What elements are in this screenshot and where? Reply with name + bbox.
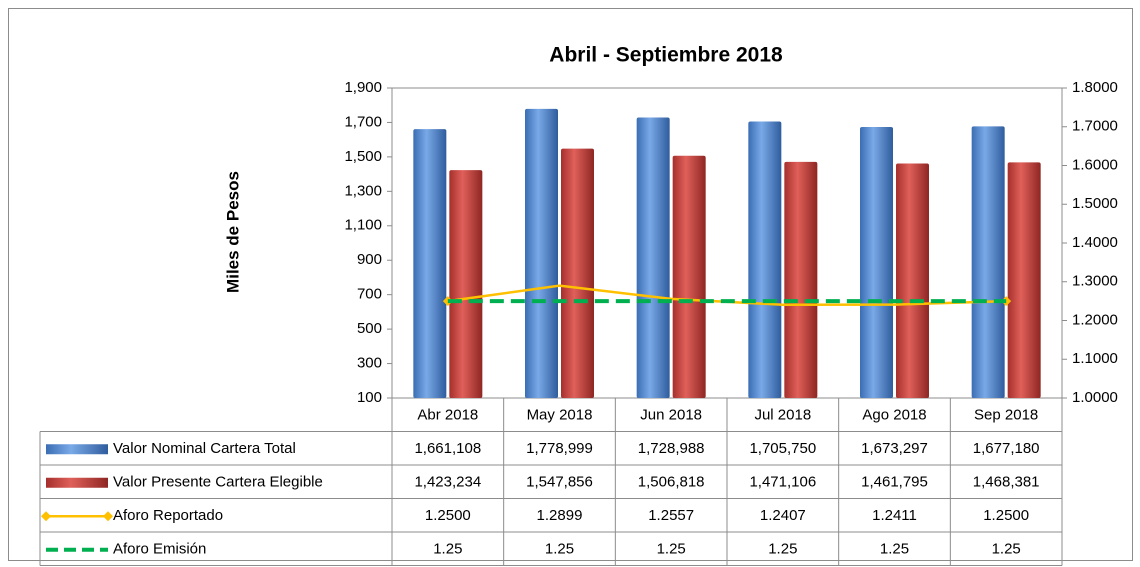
bar bbox=[748, 121, 782, 399]
y2-tick-label: 1.6000 bbox=[1072, 156, 1118, 173]
bar bbox=[1007, 162, 1041, 398]
table-cell: 1,423,234 bbox=[414, 474, 481, 491]
y2-tick-label: 1.1000 bbox=[1072, 350, 1118, 367]
y-tick-label: 1,900 bbox=[344, 79, 382, 96]
bar bbox=[561, 148, 594, 398]
y2-tick-label: 1.5000 bbox=[1072, 195, 1118, 212]
table-cell: 1.25 bbox=[768, 541, 797, 558]
y-axis-label: Miles de Pesos bbox=[223, 171, 242, 293]
bar bbox=[636, 117, 670, 399]
bar bbox=[860, 127, 893, 398]
y-tick-label: 500 bbox=[357, 320, 382, 337]
bar bbox=[896, 163, 929, 398]
table-cell: 1,547,856 bbox=[526, 474, 593, 491]
bar bbox=[525, 108, 558, 399]
table-cell: 1.25 bbox=[433, 541, 462, 558]
y-tick-label: 700 bbox=[357, 286, 382, 303]
legend-swatch bbox=[46, 444, 108, 455]
bar bbox=[413, 129, 447, 398]
y-tick-label: 1,300 bbox=[344, 182, 382, 199]
table-cell: 1.25 bbox=[657, 541, 686, 558]
x-tick-label: Jun 2018 bbox=[640, 407, 702, 424]
y-tick-label: 1,100 bbox=[344, 217, 382, 234]
legend-label: Aforo Emisión bbox=[113, 541, 206, 558]
legend-label: Valor Nominal Cartera Total bbox=[113, 440, 296, 457]
table-cell: 1.2407 bbox=[760, 507, 806, 524]
legend-marker bbox=[41, 511, 51, 522]
table-cell: 1.2557 bbox=[648, 507, 694, 524]
chart-title: Abril - Septiembre 2018 bbox=[549, 44, 783, 67]
table-cell: 1.25 bbox=[545, 541, 574, 558]
table-cell: 1,728,988 bbox=[638, 440, 705, 457]
table-cell: 1.2411 bbox=[872, 507, 917, 524]
table-cell: 1.2500 bbox=[425, 507, 471, 524]
table-cell: 1.25 bbox=[880, 541, 909, 558]
x-tick-label: Abr 2018 bbox=[417, 407, 478, 424]
table-cell: 1,468,381 bbox=[973, 474, 1040, 491]
x-tick-label: May 2018 bbox=[527, 407, 593, 424]
y2-tick-label: 1.3000 bbox=[1072, 273, 1118, 290]
legend-swatch bbox=[46, 477, 108, 488]
table-cell: 1,661,108 bbox=[414, 440, 481, 457]
x-tick-label: Jul 2018 bbox=[754, 407, 811, 424]
x-tick-label: Ago 2018 bbox=[862, 407, 926, 424]
y2-tick-label: 1.0000 bbox=[1072, 389, 1118, 406]
table-cell: 1,705,750 bbox=[749, 440, 816, 457]
table-cell: 1.2500 bbox=[983, 507, 1029, 524]
table-cell: 1.25 bbox=[992, 541, 1021, 558]
legend-marker bbox=[103, 511, 113, 522]
table-cell: 1,677,180 bbox=[973, 440, 1040, 457]
legend-label: Valor Presente Cartera Elegible bbox=[113, 474, 323, 491]
table-cell: 1,673,297 bbox=[861, 440, 928, 457]
y-tick-label: 300 bbox=[357, 355, 382, 372]
bar bbox=[971, 126, 1005, 398]
y2-tick-label: 1.4000 bbox=[1072, 234, 1118, 251]
y-tick-label: 900 bbox=[357, 251, 382, 268]
legend-label: Aforo Reportado bbox=[113, 507, 223, 524]
table-cell: 1,506,818 bbox=[638, 474, 705, 491]
bar bbox=[449, 170, 483, 398]
table-cell: 1,778,999 bbox=[526, 440, 593, 457]
bar bbox=[672, 155, 706, 398]
table-cell: 1,461,795 bbox=[861, 474, 928, 491]
y-tick-label: 100 bbox=[357, 389, 382, 406]
y-tick-label: 1,700 bbox=[344, 113, 382, 130]
table-cell: 1.2899 bbox=[537, 507, 583, 524]
x-tick-label: Sep 2018 bbox=[974, 407, 1038, 424]
y-tick-label: 1,500 bbox=[344, 148, 382, 165]
y2-tick-label: 1.2000 bbox=[1072, 311, 1118, 328]
table-cell: 1,471,106 bbox=[749, 474, 816, 491]
y2-tick-label: 1.7000 bbox=[1072, 118, 1118, 135]
y2-tick-label: 1.8000 bbox=[1072, 79, 1118, 96]
bar bbox=[784, 161, 818, 398]
